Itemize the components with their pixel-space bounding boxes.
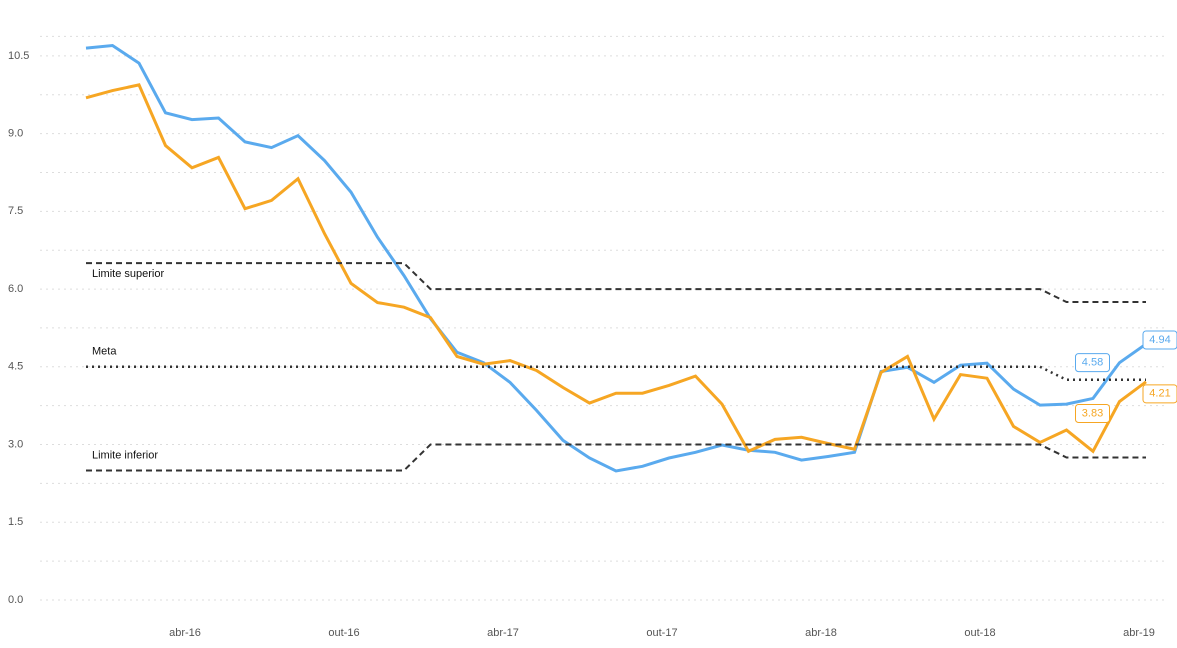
value-label: 3.83 (1082, 407, 1103, 419)
reference-label: Limite inferior (92, 449, 158, 461)
y-tick-label: 10.5 (8, 50, 29, 62)
y-tick-label: 3.0 (8, 438, 23, 450)
value-label-box (1142, 330, 1177, 350)
y-tick-label: 1.5 (8, 516, 23, 528)
x-tick-label: abr-16 (169, 627, 201, 639)
x-tick-label: out-17 (646, 627, 677, 639)
value-label-box (1075, 404, 1110, 424)
value-label-box (1142, 384, 1177, 404)
reference-label: Limite superior (92, 268, 164, 280)
y-tick-label: 0.0 (8, 594, 23, 606)
value-label: 4.58 (1082, 357, 1103, 369)
reference-line (86, 262, 1146, 304)
x-tick-label: abr-18 (805, 627, 837, 639)
y-tick-label: 7.5 (8, 205, 23, 217)
x-tick-label: out-18 (964, 627, 995, 639)
value-label: 4.94 (1149, 334, 1170, 346)
reference-line (86, 443, 1146, 472)
data-line (85, 83, 1147, 454)
value-label: 4.21 (1149, 388, 1170, 400)
x-tick-label: abr-17 (487, 627, 519, 639)
y-tick-label: 4.5 (8, 361, 23, 373)
x-tick-label: out-16 (328, 627, 359, 639)
value-label-box (1075, 353, 1110, 373)
y-tick-label: 6.0 (8, 283, 23, 295)
x-tick-label: abr-19 (1123, 627, 1155, 639)
data-line (85, 43, 1147, 473)
reference-line (86, 365, 1146, 382)
reference-label: Meta (92, 346, 117, 358)
y-tick-label: 9.0 (8, 128, 23, 140)
